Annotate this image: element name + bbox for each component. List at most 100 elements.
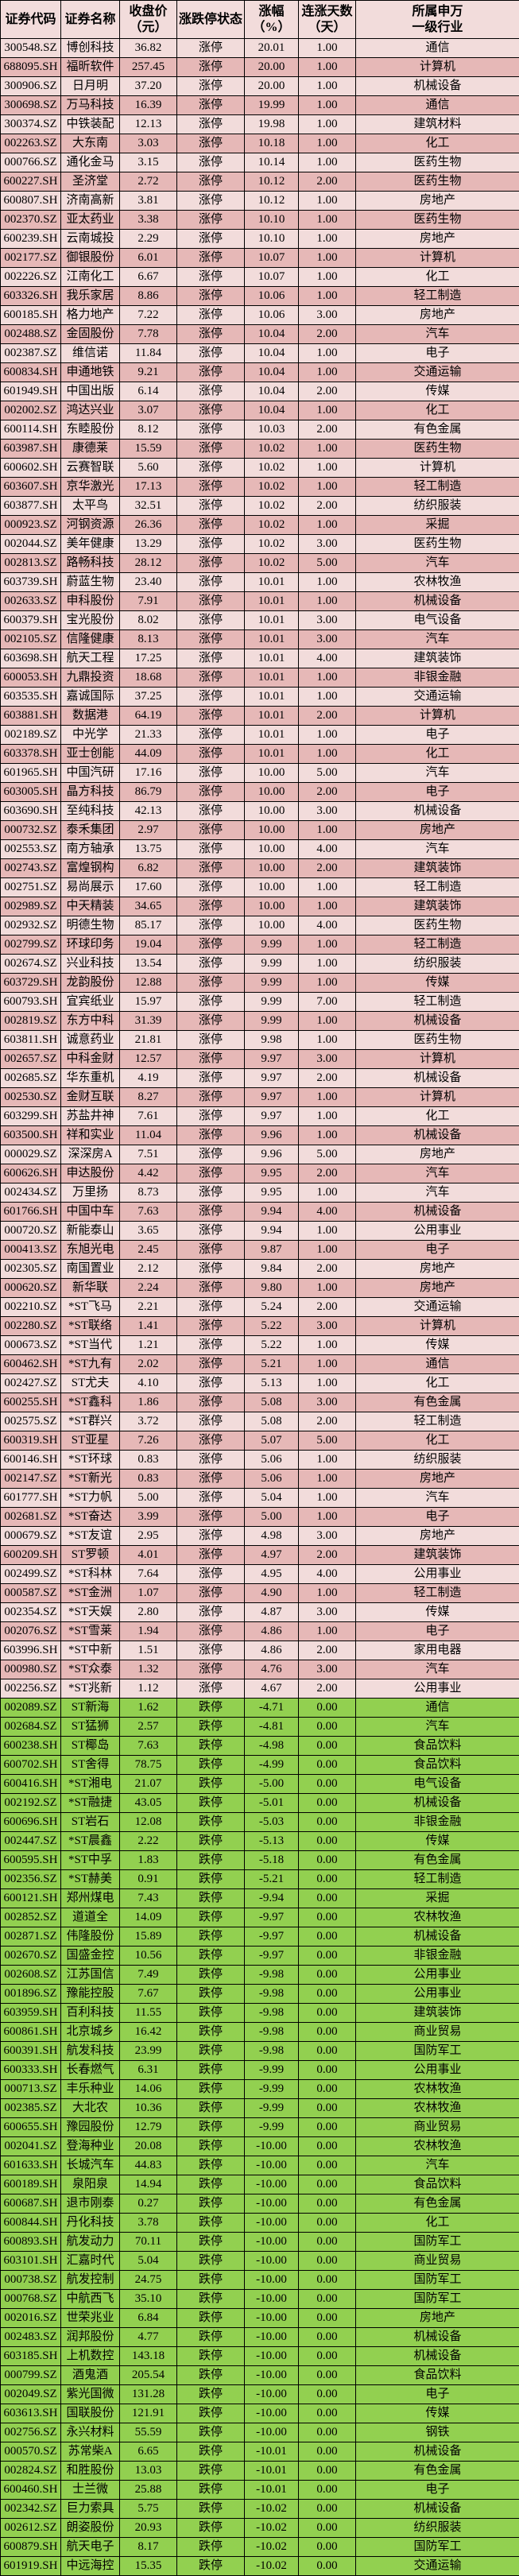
cell-consecutive_days: 2.00 bbox=[298, 1545, 356, 1565]
cell-change_pct: 9.95 bbox=[244, 1164, 299, 1183]
cell-limit_status: 涨停 bbox=[176, 954, 245, 974]
cell-close_price: 78.75 bbox=[119, 1755, 177, 1775]
table-row: 600861.SH 北京城乡 16.42 跌停 -9.98 0.00 商业贸易 bbox=[0, 2022, 519, 2042]
cell-name: 东旭光电 bbox=[60, 1240, 120, 1260]
table-row: 002756.SZ 永兴材料 55.59 跌停 -10.00 0.00 钢铁 bbox=[0, 2423, 519, 2442]
cell-close_price: 3.78 bbox=[119, 2213, 177, 2233]
cell-consecutive_days: 2.00 bbox=[298, 706, 356, 726]
cell-consecutive_days: 2.00 bbox=[298, 1297, 356, 1317]
cell-name: 九鼎投资 bbox=[60, 668, 120, 688]
cell-consecutive_days: 0.00 bbox=[298, 2327, 356, 2347]
cell-industry: 国防军工 bbox=[355, 2270, 519, 2290]
cell-industry: 房地产 bbox=[355, 1278, 519, 1298]
cell-code: 603185.SH bbox=[0, 2346, 61, 2366]
cell-change_pct: 10.00 bbox=[244, 877, 299, 897]
cell-change_pct: 10.01 bbox=[244, 668, 299, 688]
cell-change_pct: -4.98 bbox=[244, 1736, 299, 1756]
cell-industry: 建筑装饰 bbox=[355, 858, 519, 878]
cell-name: 信隆健康 bbox=[60, 629, 120, 649]
cell-name: ST椰岛 bbox=[60, 1736, 120, 1756]
cell-code: 600391.SH bbox=[0, 2041, 61, 2061]
table-row: 000766.SZ 通化金马 3.15 涨停 10.14 1.00 医药生物 bbox=[0, 153, 519, 172]
cell-limit_status: 涨停 bbox=[176, 1278, 245, 1298]
cell-name: 蔚蓝生物 bbox=[60, 572, 120, 592]
cell-code: 000732.SZ bbox=[0, 820, 61, 840]
cell-change_pct: 10.02 bbox=[244, 439, 299, 459]
cell-close_price: 2.24 bbox=[119, 1278, 177, 1298]
table-row: 000679.SZ *ST友谊 2.95 涨停 4.98 3.00 房地产 bbox=[0, 1526, 519, 1546]
cell-limit_status: 涨停 bbox=[176, 1660, 245, 1679]
table-row: 002932.SZ 明德生物 85.17 涨停 10.00 4.00 医药生物 bbox=[0, 916, 519, 935]
cell-consecutive_days: 0.00 bbox=[298, 2518, 356, 2538]
cell-industry: 医药生物 bbox=[355, 210, 519, 230]
cell-name: 圣济堂 bbox=[60, 172, 120, 192]
cell-consecutive_days: 1.00 bbox=[298, 1335, 356, 1355]
cell-consecutive_days: 1.00 bbox=[298, 954, 356, 974]
cell-change_pct: 9.97 bbox=[244, 1068, 299, 1088]
cell-consecutive_days: 2.00 bbox=[298, 1679, 356, 1699]
table-row: 000923.SZ 河钢资源 26.36 涨停 10.02 1.00 采掘 bbox=[0, 515, 519, 535]
cell-code: 002575.SZ bbox=[0, 1412, 61, 1431]
cell-industry: 医药生物 bbox=[355, 153, 519, 172]
cell-industry: 机械设备 bbox=[355, 1125, 519, 1145]
cell-code: 603378.SH bbox=[0, 744, 61, 764]
table-row: 000029.SZ 深深房A 7.51 涨停 9.96 5.00 房地产 bbox=[0, 1145, 519, 1164]
column-header-change_pct: 涨幅 （%） bbox=[244, 0, 299, 39]
cell-close_price: 0.83 bbox=[119, 1450, 177, 1470]
cell-change_pct: 10.00 bbox=[244, 916, 299, 935]
cell-code: 000413.SZ bbox=[0, 1240, 61, 1260]
cell-limit_status: 跌停 bbox=[176, 2213, 245, 2233]
cell-close_price: 11.55 bbox=[119, 2003, 177, 2023]
cell-industry: 计算机 bbox=[355, 57, 519, 77]
cell-consecutive_days: 2.00 bbox=[298, 382, 356, 401]
cell-name: *ST湘电 bbox=[60, 1774, 120, 1794]
cell-industry: 国防军工 bbox=[355, 2041, 519, 2061]
cell-consecutive_days: 1.00 bbox=[298, 1450, 356, 1470]
cell-limit_status: 跌停 bbox=[176, 1888, 245, 1908]
cell-limit_status: 跌停 bbox=[176, 2079, 245, 2099]
cell-limit_status: 涨停 bbox=[176, 1125, 245, 1145]
cell-close_price: 28.12 bbox=[119, 553, 177, 573]
cell-change_pct: 4.86 bbox=[244, 1641, 299, 1660]
cell-close_price: 3.15 bbox=[119, 153, 177, 172]
cell-code: 603500.SH bbox=[0, 1125, 61, 1145]
table-row: 002483.SZ 润邦股份 4.77 跌停 -10.00 0.00 机械设备 bbox=[0, 2327, 519, 2347]
cell-close_price: 15.59 bbox=[119, 439, 177, 459]
cell-limit_status: 跌停 bbox=[176, 1984, 245, 2004]
cell-industry: 传媒 bbox=[355, 2404, 519, 2423]
cell-change_pct: 10.01 bbox=[244, 591, 299, 611]
cell-limit_status: 跌停 bbox=[176, 2251, 245, 2271]
table-row: 002681.SZ *ST奋达 3.99 涨停 5.00 1.00 电子 bbox=[0, 1507, 519, 1527]
table-row: 600696.SH ST岩石 12.08 跌停 -5.03 0.00 非银金融 bbox=[0, 1812, 519, 1832]
cell-limit_status: 涨停 bbox=[176, 95, 245, 115]
table-row: 600595.SH *ST中孚 1.83 跌停 -5.18 0.00 有色金属 bbox=[0, 1850, 519, 1870]
cell-change_pct: -9.99 bbox=[244, 2079, 299, 2099]
cell-change_pct: 4.67 bbox=[244, 1679, 299, 1699]
table-row: 600239.SH 云南城投 2.29 涨停 10.10 1.00 房地产 bbox=[0, 229, 519, 249]
cell-code: 000738.SZ bbox=[0, 2270, 61, 2290]
cell-consecutive_days: 1.00 bbox=[298, 439, 356, 459]
cell-name: 伟隆股份 bbox=[60, 1927, 120, 1947]
cell-limit_status: 涨停 bbox=[176, 1011, 245, 1031]
cell-code: 002553.SZ bbox=[0, 839, 61, 859]
cell-change_pct: 10.02 bbox=[244, 458, 299, 478]
cell-consecutive_days: 5.00 bbox=[298, 1145, 356, 1164]
cell-code: 002751.SZ bbox=[0, 877, 61, 897]
table-row: 002342.SZ 巨力索具 5.75 跌停 -10.02 0.00 机械设备 bbox=[0, 2499, 519, 2519]
cell-industry: 医药生物 bbox=[355, 1030, 519, 1050]
cell-code: 600595.SH bbox=[0, 1850, 61, 1870]
cell-change_pct: -10.00 bbox=[244, 2404, 299, 2423]
cell-change_pct: 5.06 bbox=[244, 1469, 299, 1489]
cell-limit_status: 涨停 bbox=[176, 1469, 245, 1489]
cell-consecutive_days: 3.00 bbox=[298, 1660, 356, 1679]
cell-consecutive_days: 1.00 bbox=[298, 897, 356, 916]
cell-name: *ST友谊 bbox=[60, 1526, 120, 1546]
column-header-close_price: 收盘价 （元） bbox=[119, 0, 177, 39]
cell-industry: 非银金融 bbox=[355, 668, 519, 688]
cell-industry: 汽车 bbox=[355, 1164, 519, 1183]
table-row: 002256.SZ *ST兆新 1.12 涨停 4.67 2.00 公用事业 bbox=[0, 1679, 519, 1699]
cell-consecutive_days: 0.00 bbox=[298, 1869, 356, 1889]
cell-code: 601949.SH bbox=[0, 382, 61, 401]
table-row: 000673.SZ *ST当代 1.21 涨停 5.22 1.00 传媒 bbox=[0, 1335, 519, 1355]
cell-change_pct: 5.08 bbox=[244, 1393, 299, 1412]
